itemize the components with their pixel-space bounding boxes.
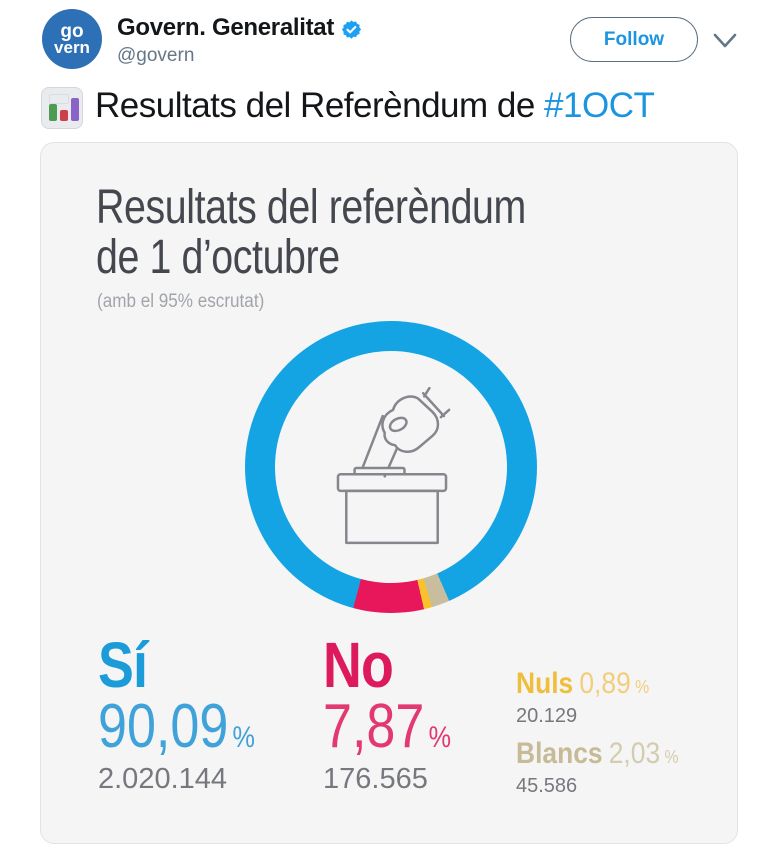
infographic-title-line2: de 1 d’octubre: [96, 231, 340, 284]
result-nuls: Nuls 0,89 % 20.129: [516, 669, 736, 728]
result-nuls-label: Nuls: [516, 667, 574, 700]
hashtag-link[interactable]: #1OCT: [544, 86, 655, 125]
chevron-down-icon[interactable]: [710, 29, 740, 51]
infographic-title-line1: Resultats del referèndum: [96, 181, 526, 234]
result-no-label: No: [323, 629, 394, 701]
bar-chart-emoji: [41, 87, 83, 129]
result-blancs-votes: 45.586: [516, 775, 578, 797]
avatar-text: go: [60, 20, 84, 42]
tweet-text-plain: Resultats del Referèndum de: [95, 86, 545, 125]
user-handle[interactable]: @govern: [117, 45, 195, 66]
result-si: Sí 90,09% 2.020.144: [98, 629, 328, 795]
result-no-votes: 176.565: [323, 763, 428, 795]
display-name-row: Govern. Generalitat: [117, 14, 362, 42]
result-nuls-percent: 0,89 %: [579, 667, 650, 700]
avatar-text: vern: [54, 37, 90, 57]
result-si-label: Sí: [98, 629, 148, 701]
verified-badge-icon: [341, 19, 362, 39]
donut-hole: [275, 351, 507, 583]
follow-button[interactable]: Follow: [570, 17, 698, 62]
infographic-title: Resultats del referèndum de 1 d’octubre: [96, 183, 526, 283]
result-no: No 7,87% 176.565: [323, 629, 553, 795]
avatar[interactable]: go vern: [42, 9, 102, 69]
result-si-percent: 90,09%: [98, 692, 255, 761]
display-name[interactable]: Govern. Generalitat: [117, 14, 335, 41]
result-nuls-votes: 20.129: [516, 705, 578, 727]
infographic-image[interactable]: Resultats del referèndum de 1 d’octubre …: [40, 142, 738, 844]
result-blancs: Blancs 2,03 % 45.586: [516, 739, 736, 798]
ballot-box-hand-icon: [336, 387, 451, 545]
result-blancs-percent: 2,03 %: [608, 737, 679, 770]
tweet-text-row: Resultats del Referèndum de #1OCT: [41, 84, 655, 129]
tweet-text: Resultats del Referèndum de #1OCT: [95, 84, 655, 128]
result-blancs-label: Blancs: [516, 737, 603, 770]
donut-chart: [245, 321, 537, 613]
infographic-subtitle: (amb el 95% escrutat): [97, 291, 265, 312]
result-si-votes: 2.020.144: [98, 763, 228, 795]
result-no-percent: 7,87%: [323, 692, 451, 761]
